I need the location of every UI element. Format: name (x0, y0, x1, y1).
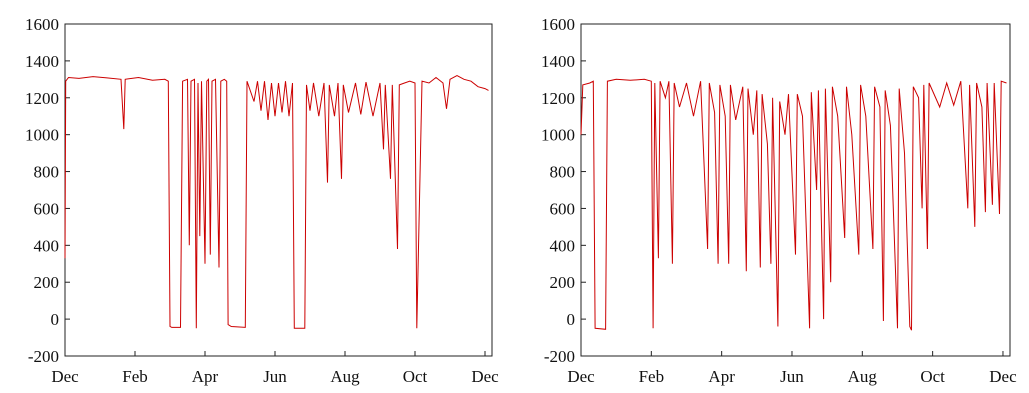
y-tick-label: 1000 (25, 126, 59, 145)
y-tick-label: 800 (34, 163, 60, 182)
y-tick-label: 0 (51, 310, 60, 329)
x-tick-label: Dec (51, 367, 79, 386)
y-tick-label: 1400 (25, 52, 59, 71)
y-tick-label: 1600 (541, 15, 575, 34)
y-tick-label: 600 (550, 199, 576, 218)
x-tick-label: Dec (471, 367, 499, 386)
y-tick-label: 400 (34, 236, 60, 255)
y-tick-label: 600 (34, 199, 60, 218)
y-tick-label: 200 (34, 273, 60, 292)
x-tick-label: Apr (708, 367, 735, 386)
chart-right: -200 0 200 400 600 800 1000 1200 1400 1600 Dec Feb A… (541, 15, 1017, 386)
x-tick-label: Jun (780, 367, 804, 386)
x-tick-label: Apr (192, 367, 219, 386)
y-tick-label: 1200 (541, 89, 575, 108)
y-tick-label: 0 (567, 310, 576, 329)
y-tick-label: -200 (544, 347, 575, 366)
y-tick-label: -200 (28, 347, 59, 366)
x-tick-label: Feb (639, 367, 665, 386)
x-tick-label: Aug (330, 367, 360, 386)
y-tick-label: 800 (550, 163, 576, 182)
y-tick-label: 1000 (541, 126, 575, 145)
plot-frame (64, 23, 493, 357)
plot-frame (580, 23, 1011, 357)
series-line (64, 75, 489, 329)
y-tick-label: 1600 (25, 15, 59, 34)
x-tick-label: Dec (989, 367, 1017, 386)
x-tick-label: Jun (263, 367, 287, 386)
x-tick-label: Oct (403, 367, 428, 386)
y-tick-label: 200 (550, 273, 576, 292)
x-tick-label: Dec (567, 367, 595, 386)
chart-left: -200 0 200 400 600 800 1000 1200 1400 1600 Dec Feb A… (25, 15, 499, 386)
series-line (580, 78, 1007, 331)
x-tick-label: Feb (122, 367, 148, 386)
x-tick-label: Aug (848, 367, 878, 386)
y-tick-label: 1400 (541, 52, 575, 71)
y-tick-label: 400 (550, 236, 576, 255)
x-tick-label: Oct (920, 367, 945, 386)
y-tick-label: 1200 (25, 89, 59, 108)
